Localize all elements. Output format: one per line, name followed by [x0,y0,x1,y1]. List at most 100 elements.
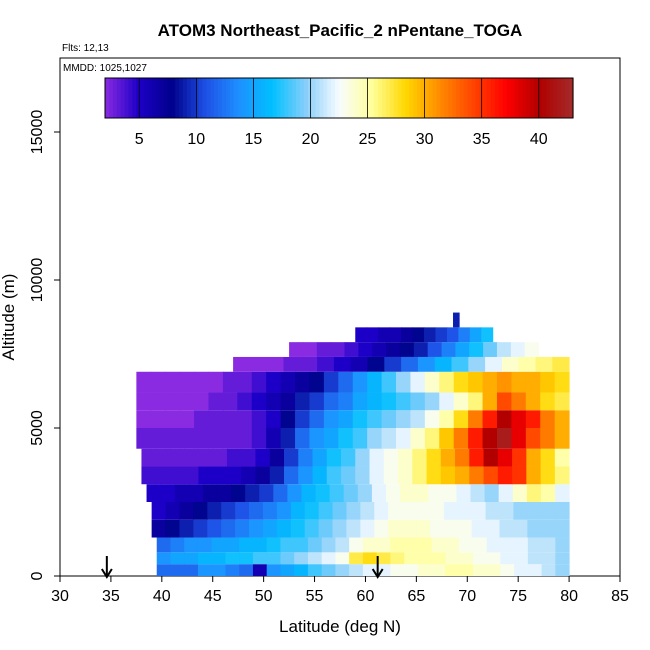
heat-cell [469,466,485,485]
heat-cell [472,564,488,576]
heat-cell [513,502,528,520]
heat-cell [431,564,446,576]
heat-cell [239,564,254,576]
colorbar-swatch [179,78,184,118]
heat-cell [456,484,471,502]
heat-cell [453,428,469,449]
colorbar-frame [104,77,574,119]
x-tick-label: 55 [306,588,324,605]
heat-cell [457,502,473,520]
heat-cell [428,484,443,502]
heat-cell [540,392,556,411]
heat-cell [526,466,542,485]
heat-cell [307,564,323,576]
heat-cell [350,356,368,372]
heat-cell [136,392,152,411]
heat-cell [287,484,302,502]
heat-cell [170,552,185,565]
heat-cell [401,327,414,343]
heat-cell [332,519,347,538]
heat-cell [410,392,426,411]
x-tick-label: 70 [458,588,476,605]
colorbar-swatch [183,78,188,118]
heat-cell [431,537,446,553]
heat-cell [385,484,401,502]
colorbar-swatch [261,78,266,118]
colorbar-swatch [483,78,488,118]
heat-cell [300,356,318,372]
heat-cell [396,410,411,428]
heat-cell [273,484,288,502]
heat-cell [233,356,251,372]
heat-cell [429,519,445,538]
heat-cell [459,552,474,565]
colorbar-swatch [374,78,379,118]
heat-cell [225,537,240,553]
heat-cell [355,448,371,467]
heat-cell [212,448,228,467]
colorbar-swatch [124,78,129,118]
heat-cell [366,327,379,343]
heat-cell [255,466,271,485]
heat-cell [527,502,542,520]
heat-cell [455,342,470,357]
heat-cell [335,552,350,565]
heat-cell [416,519,431,538]
heat-cell [424,410,440,428]
heat-cell [136,371,152,393]
heat-cell [386,342,401,357]
heat-cell [309,392,325,411]
heat-cell [396,428,411,449]
heat-cell [384,356,402,372]
heat-cell [424,371,440,393]
heat-cell [525,410,541,428]
colorbar-swatch [549,78,555,118]
heat-cell [150,410,166,428]
heat-cell [367,392,383,411]
heat-cell [441,342,456,357]
heat-cell [216,484,232,502]
heat-cell [284,466,299,485]
heat-cell [179,392,195,411]
colorbar-swatch [424,78,430,118]
heat-cell [525,428,541,449]
heat-cell [445,552,460,565]
colorbar-swatch [264,78,270,118]
arrow-head [371,568,384,579]
heat-cell [280,428,296,449]
heat-cell [184,466,199,485]
heat-cell [540,428,556,449]
heat-cell [237,392,253,411]
heat-cell [221,519,236,538]
colorbar-swatch [108,78,114,118]
heat-cell [412,448,428,467]
heat-cell [526,484,542,502]
colorbar-swatch [206,78,211,118]
colorbar-swatch [222,78,227,118]
heat-cell [468,410,484,428]
heat-cell [511,410,527,428]
colorbar-swatch [151,78,157,118]
heat-cell [482,392,498,411]
x-tick-label: 60 [357,588,375,605]
heat-cell [208,428,224,449]
heat-cell [249,356,268,372]
heat-cell [156,537,171,553]
heat-cell [554,428,570,449]
heat-cell [179,371,195,393]
colorbar-swatch [530,78,535,118]
colorbar-swatch [210,78,215,118]
heat-cell [349,537,364,553]
heat-cell [417,356,436,372]
colorbar-swatch [190,78,196,118]
colorbar-tick-label: 10 [187,131,205,148]
heat-cell [469,327,482,343]
heat-cell [390,564,405,576]
heat-cell [367,428,383,449]
heat-cell [304,519,320,538]
colorbar-swatch [136,78,141,118]
heat-cell [376,537,391,553]
heat-cell [280,371,296,393]
heat-cell [309,410,325,428]
heat-cell [496,342,512,357]
